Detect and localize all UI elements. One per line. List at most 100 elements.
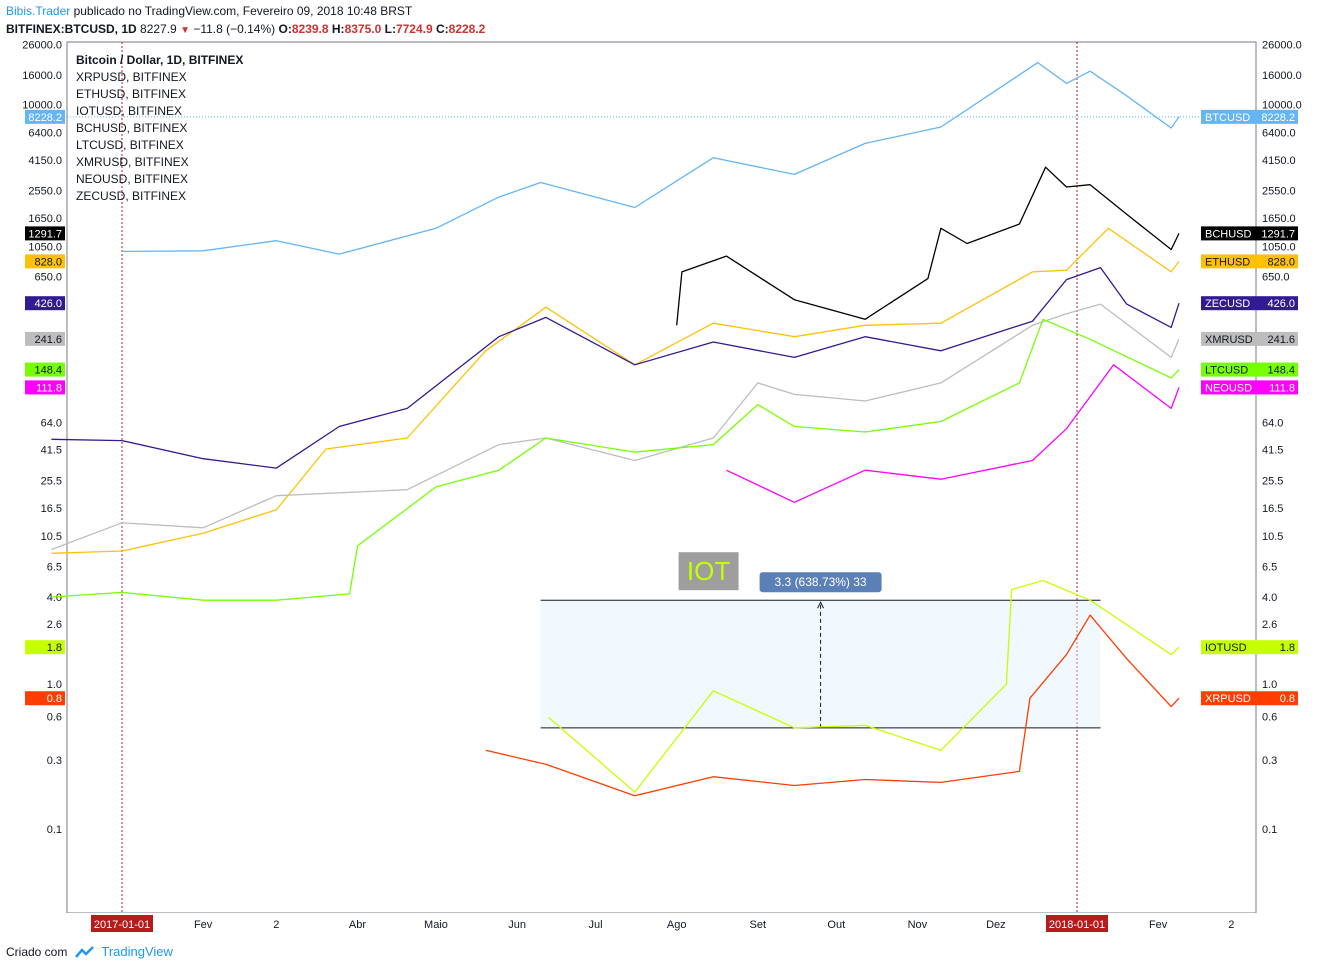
date-marker-box <box>91 915 153 932</box>
legend-item[interactable]: XMRUSD, BITFINEX <box>76 155 189 169</box>
right-price-tick: 10000.0 <box>1262 100 1302 112</box>
close-label: C: <box>435 22 449 36</box>
left-price-label <box>25 296 65 311</box>
left-price-label-text: 828.0 <box>34 256 62 268</box>
right-series-name: ZECUSD <box>1205 298 1250 310</box>
series-line-bchusd[interactable] <box>676 166 1180 326</box>
right-price-value: 1291.7 <box>1261 228 1295 240</box>
right-price-label <box>1201 691 1298 706</box>
right-price-tick: 2550.0 <box>1262 186 1296 198</box>
right-price-tick: 0.3 <box>1262 755 1277 767</box>
left-price-label <box>25 331 65 346</box>
right-price-value: 1.8 <box>1280 642 1295 654</box>
time-tick: 2 <box>273 919 279 931</box>
left-price-tick: 25.5 <box>41 475 62 487</box>
right-price-value: 0.8 <box>1280 693 1295 705</box>
tradingview-link[interactable]: TradingView <box>75 944 173 959</box>
price-change: −11.8 (−0.14%) <box>193 22 276 36</box>
series-line-xrpusd[interactable] <box>485 614 1180 797</box>
right-price-label <box>1201 380 1298 395</box>
left-price-label <box>25 109 65 124</box>
last-price: 8227.9 <box>140 22 177 36</box>
right-price-tick: 1050.0 <box>1262 241 1296 253</box>
right-price-tick: 10.5 <box>1262 531 1283 543</box>
left-price-label <box>25 640 65 655</box>
legend-item[interactable]: ZECUSD, BITFINEX <box>76 189 186 203</box>
right-price-tick: 4.0 <box>1262 592 1277 604</box>
legend-item[interactable]: ETHUSD, BITFINEX <box>76 87 186 101</box>
symbol-ohlc-header: BITFINEX:BTCUSD, 1D 8227.9 ▼ −11.8 (−0.1… <box>6 22 485 36</box>
high-label: H: <box>331 22 345 36</box>
time-tick: Dez <box>986 919 1006 931</box>
high-value: 8375.0 <box>344 22 382 36</box>
legend-item[interactable]: LTCUSD, BITFINEX <box>76 138 184 152</box>
left-price-tick: 6.5 <box>47 561 62 573</box>
left-price-tick: 6400.0 <box>28 128 62 140</box>
right-series-name: NEOUSD <box>1205 382 1252 394</box>
series-line-iotusd[interactable] <box>548 579 1180 793</box>
time-axis[interactable] <box>0 913 1324 933</box>
right-price-label <box>1201 362 1298 377</box>
left-price-tick: 1.0 <box>47 679 62 691</box>
left-price-tick: 16000.0 <box>22 70 62 82</box>
left-price-tick: 26000.0 <box>22 39 62 51</box>
right-price-tick: 1.0 <box>1262 679 1277 691</box>
legend-item[interactable]: XRPUSD, BITFINEX <box>76 70 187 84</box>
left-price-tick: 650.0 <box>34 272 62 284</box>
right-series-name: BCHUSD <box>1205 228 1252 240</box>
right-price-tick: 4150.0 <box>1262 155 1296 167</box>
low-label: L: <box>384 22 396 36</box>
right-price-tick: 2.6 <box>1262 619 1277 631</box>
left-price-tick: 4.0 <box>47 592 62 604</box>
open-label: O: <box>278 22 292 36</box>
left-price-tick: 0.6 <box>47 711 62 723</box>
plot-frame <box>66 41 1257 914</box>
left-price-tick: 41.5 <box>41 445 62 457</box>
right-price-label <box>1201 254 1298 269</box>
left-price-tick: 1050.0 <box>28 241 62 253</box>
time-tick: Ago <box>667 919 687 931</box>
series-line-ltcusd[interactable] <box>51 318 1180 601</box>
right-price-value: 148.4 <box>1267 365 1295 377</box>
time-tick: Nov <box>908 919 928 931</box>
right-price-tick: 6400.0 <box>1262 128 1296 140</box>
right-series-name: IOTUSD <box>1205 642 1247 654</box>
date-marker-label: 2018-01-01 <box>1049 919 1105 931</box>
right-price-label <box>1201 226 1298 241</box>
left-price-label-text: 111.8 <box>36 382 62 394</box>
left-price-tick: 10000.0 <box>22 100 62 112</box>
right-price-tick: 1650.0 <box>1262 213 1296 225</box>
right-price-label <box>1201 296 1298 311</box>
series-line-ethusd[interactable] <box>51 227 1180 554</box>
left-price-tick: 1650.0 <box>28 213 62 225</box>
left-price-label <box>25 362 65 377</box>
published-text: publicado no TradingView.com, Fevereiro … <box>70 4 413 18</box>
series-line-zecusd[interactable] <box>51 266 1180 469</box>
left-price-label-text: 1291.7 <box>28 228 62 240</box>
right-series-name: XMRUSD <box>1205 334 1253 346</box>
series-line-btcusd[interactable] <box>121 61 1180 255</box>
range-arrow-head-icon <box>817 601 825 609</box>
right-price-value: 241.6 <box>1267 334 1295 346</box>
series-line-xmrusd[interactable] <box>51 303 1180 551</box>
left-price-tick: 2.6 <box>47 619 62 631</box>
legend-item[interactable]: NEOUSD, BITFINEX <box>76 172 188 186</box>
symbol-label: BITFINEX:BTCUSD, 1D <box>6 22 137 36</box>
right-price-tick: 6.5 <box>1262 561 1277 573</box>
left-price-label-text: 241.6 <box>34 334 62 346</box>
down-arrow-icon: ▼ <box>180 25 190 36</box>
series-line-neousd[interactable] <box>726 364 1180 503</box>
legend-item[interactable]: BCHUSD, BITFINEX <box>76 121 187 135</box>
time-tick: Fev <box>194 919 213 931</box>
author-name[interactable]: Bibis.Trader <box>6 4 71 18</box>
right-price-tick: 16.5 <box>1262 503 1283 515</box>
date-marker-box <box>1046 915 1108 932</box>
legend-item[interactable]: IOTUSD, BITFINEX <box>76 104 182 118</box>
right-price-tick: 64.0 <box>1262 417 1283 429</box>
time-tick: Out <box>827 919 845 931</box>
right-price-value: 426.0 <box>1267 298 1295 310</box>
left-price-label <box>25 380 65 395</box>
right-price-label <box>1201 331 1298 346</box>
left-price-label <box>25 691 65 706</box>
